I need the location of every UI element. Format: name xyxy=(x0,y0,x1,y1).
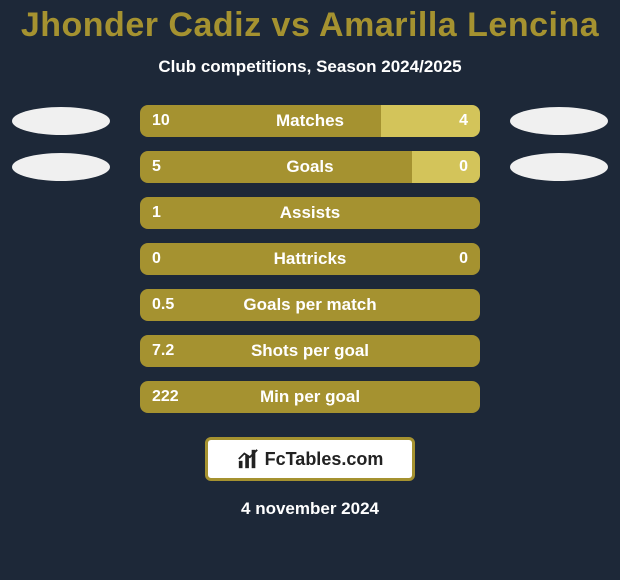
team-pill-left xyxy=(12,153,110,181)
stat-row: Matches104 xyxy=(0,105,620,137)
stat-row: Shots per goal7.2 xyxy=(0,335,620,367)
stat-bar xyxy=(140,289,480,321)
bar-right-fill xyxy=(412,151,480,183)
stat-bar xyxy=(140,151,480,183)
generated-date: 4 november 2024 xyxy=(0,499,620,519)
stat-bar xyxy=(140,335,480,367)
bar-left-fill xyxy=(140,151,412,183)
team-pill-right xyxy=(510,107,608,135)
team-pill-right xyxy=(510,153,608,181)
bar-right-fill xyxy=(381,105,480,137)
bar-left-fill xyxy=(140,381,480,413)
bar-left-fill xyxy=(140,105,381,137)
stat-bar xyxy=(140,105,480,137)
stat-bar xyxy=(140,197,480,229)
bar-left-fill xyxy=(140,335,480,367)
stat-row: Goals per match0.5 xyxy=(0,289,620,321)
bar-left-fill xyxy=(140,243,480,275)
team-pill-left xyxy=(12,107,110,135)
bar-left-fill xyxy=(140,289,480,321)
stat-row: Min per goal222 xyxy=(0,381,620,413)
stat-bar xyxy=(140,381,480,413)
stat-row: Assists1 xyxy=(0,197,620,229)
stat-bar xyxy=(140,243,480,275)
page-subtitle: Club competitions, Season 2024/2025 xyxy=(0,57,620,77)
bar-left-fill xyxy=(140,197,480,229)
page-title: Jhonder Cadiz vs Amarilla Lencina xyxy=(0,0,620,45)
brand-badge[interactable]: FcTables.com xyxy=(205,437,415,481)
brand-text: FcTables.com xyxy=(265,449,384,470)
comparison-rows: Matches104 Goals50 Assists1 Hattricks00 Goal… xyxy=(0,105,620,413)
stat-row: Hattricks00 xyxy=(0,243,620,275)
stat-row: Goals50 xyxy=(0,151,620,183)
chart-icon xyxy=(237,448,259,470)
